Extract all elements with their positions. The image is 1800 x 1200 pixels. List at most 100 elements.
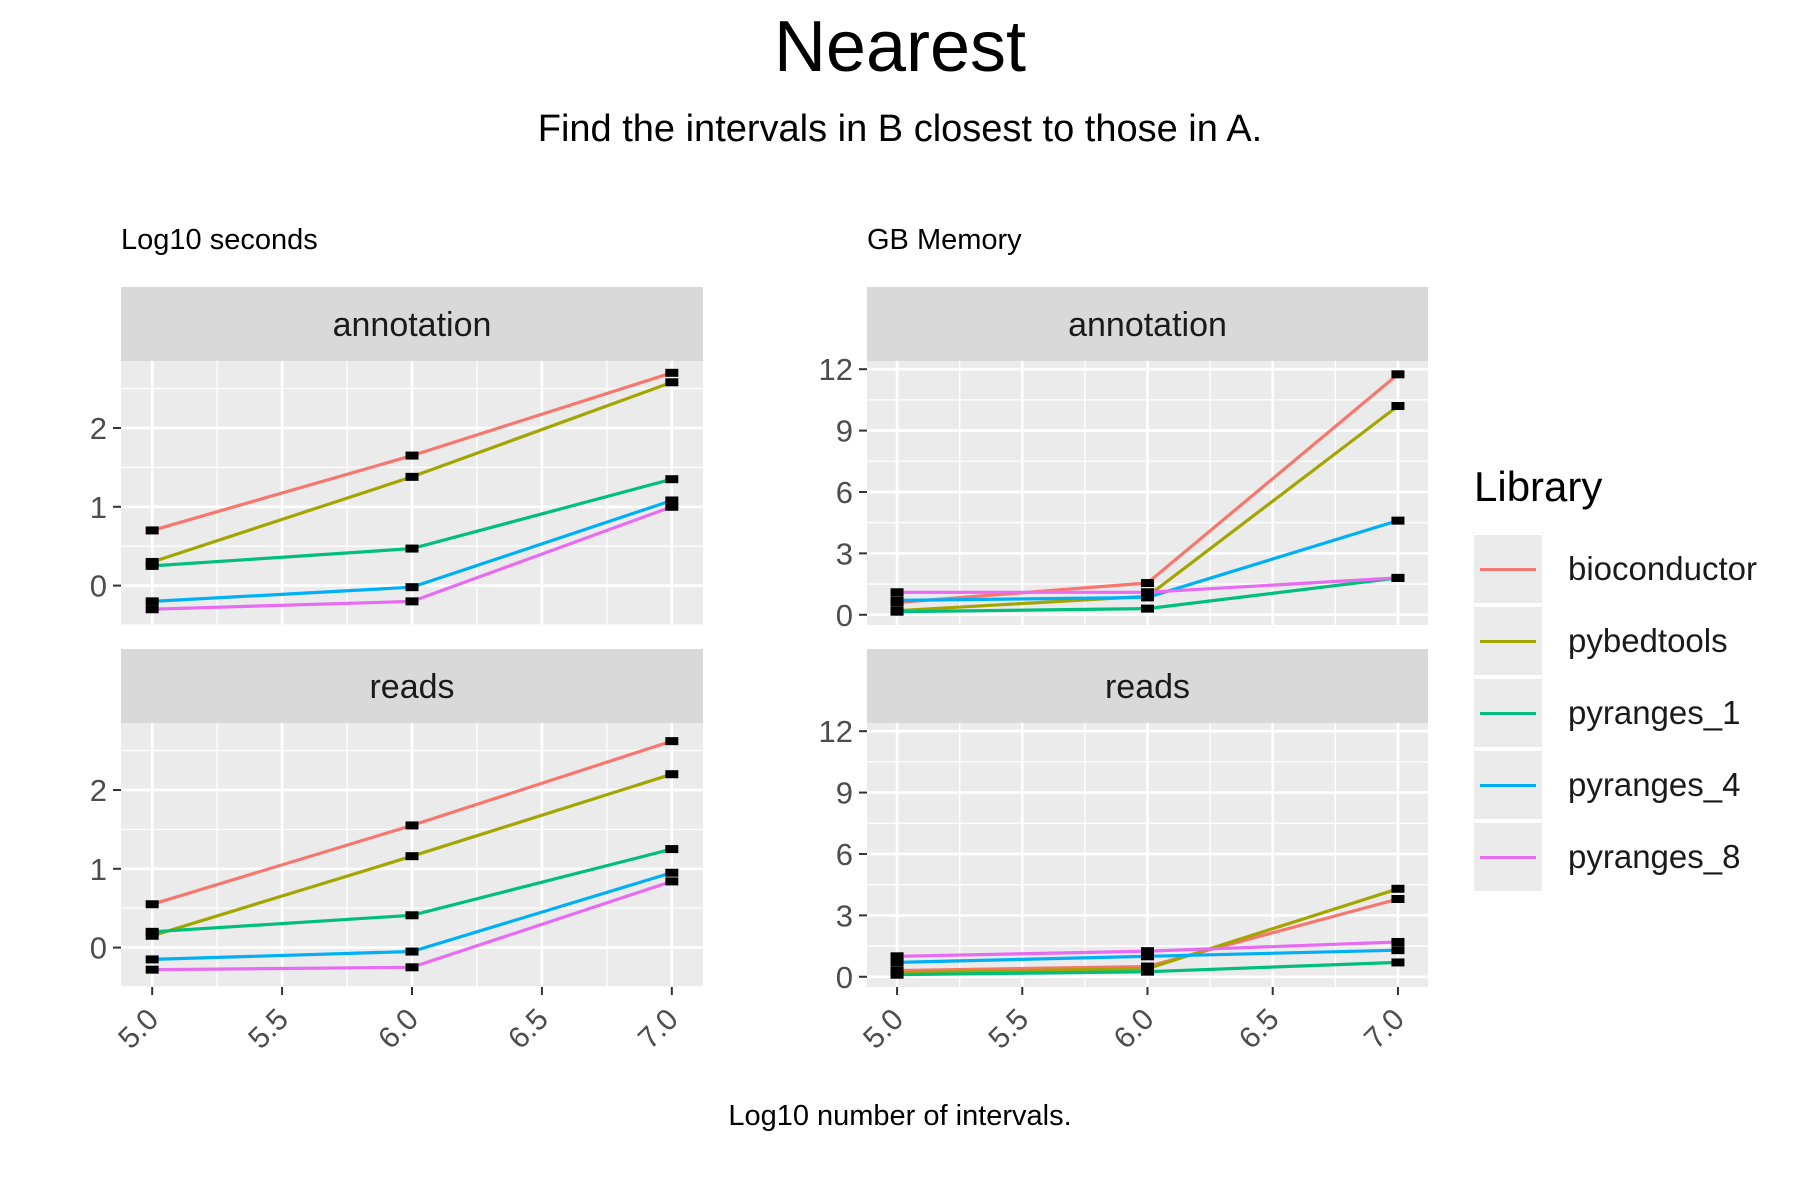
y-tick-label: 2 xyxy=(90,773,107,808)
error-bar-bioconductor xyxy=(1141,579,1154,588)
error-bar-pyranges_8 xyxy=(890,952,904,961)
chart-subtitle: Find the intervals in B closest to those… xyxy=(537,108,1263,150)
y-tick-label: 2 xyxy=(90,411,107,446)
error-bar-pyranges_4 xyxy=(665,496,679,505)
error-bar-pyranges_8 xyxy=(145,605,159,614)
legend-title: Library xyxy=(1474,463,1603,510)
error-bar-pybedtools xyxy=(665,770,679,779)
facet-strip xyxy=(121,287,703,361)
legend-item-bioconductor: bioconductor xyxy=(1474,533,1757,605)
y-tick-label: 6 xyxy=(836,475,853,510)
error-bar-pyranges_8 xyxy=(145,965,159,974)
x-axis-label: Log10 number of intervals. xyxy=(728,1100,1072,1132)
error-bar-pyranges_4 xyxy=(1391,946,1405,955)
error-bar-pyranges_1 xyxy=(890,970,904,979)
error-bar-bioconductor xyxy=(405,821,419,830)
legend-swatch xyxy=(1480,784,1536,787)
legend-label: pyranges_4 xyxy=(1568,766,1741,803)
legend-key xyxy=(1474,679,1542,747)
error-bar-pyranges_1 xyxy=(665,475,679,484)
facet-panel-1: reads 5.0 5.5 6.0 6.5 7.0 0 1 2 xyxy=(90,649,703,1055)
error-bar-pybedtools xyxy=(405,852,419,861)
error-bar-pyranges_1 xyxy=(890,607,904,616)
legend: Library bioconductor pybedtools pyranges… xyxy=(1474,463,1757,893)
error-bar-pyranges_8 xyxy=(1141,588,1154,597)
error-bar-pyranges_4 xyxy=(1141,593,1154,602)
x-tick-label: 7.0 xyxy=(1358,1003,1411,1056)
error-bar-bioconductor xyxy=(405,451,419,460)
error-bar-pyranges_8 xyxy=(405,963,419,972)
legend-item-pyranges-8: pyranges_8 xyxy=(1474,821,1757,893)
facet-panel-0: annotation 0 1 2 xyxy=(90,287,703,626)
error-bar-pyranges_4 xyxy=(665,868,679,877)
x-tick-label: 7.0 xyxy=(632,1003,685,1056)
error-bar-bioconductor xyxy=(145,900,159,909)
legend-swatch xyxy=(1480,640,1536,643)
y-tick-label: 3 xyxy=(836,536,853,571)
legend-item-pybedtools: pybedtools xyxy=(1474,605,1757,677)
facet-panel-3: reads 5.0 5.5 6.0 6.5 7.0 0 3 6 9 12 xyxy=(819,649,1428,1055)
legend-label: bioconductor xyxy=(1568,550,1757,587)
facet-strip-label: annotation xyxy=(1068,306,1227,344)
facet-strip-label: reads xyxy=(369,668,454,706)
error-bar-pyranges_8 xyxy=(665,877,679,886)
error-bar-pybedtools xyxy=(1391,402,1405,411)
legend-key xyxy=(1474,823,1542,891)
y-tick-label: 6 xyxy=(836,837,853,872)
x-tick-label: 6.5 xyxy=(502,1003,555,1056)
error-bar-pyranges_1 xyxy=(145,561,159,570)
error-bar-pyranges_4 xyxy=(145,597,159,606)
legend-label: pyranges_1 xyxy=(1568,694,1741,731)
error-bar-pybedtools xyxy=(1391,884,1405,893)
x-tick-label: 6.0 xyxy=(372,1003,425,1056)
legend-key xyxy=(1474,607,1542,675)
error-bar-pyranges_8 xyxy=(1141,947,1154,956)
legend-key xyxy=(1474,535,1542,603)
error-bar-pyranges_1 xyxy=(665,845,679,854)
error-bar-pyranges_4 xyxy=(890,958,904,967)
legend-swatch xyxy=(1480,712,1536,715)
error-bar-bioconductor xyxy=(1391,370,1405,379)
y-tick-label: 0 xyxy=(90,931,107,966)
error-bar-pyranges_1 xyxy=(1141,604,1154,613)
y-tick-label: 9 xyxy=(836,414,853,449)
y-tick-label: 0 xyxy=(836,960,853,995)
left-panel-caption: Log10 seconds xyxy=(121,224,318,256)
facet-strip-label: annotation xyxy=(333,306,492,344)
error-bar-pyranges_8 xyxy=(1391,573,1405,582)
error-bar-pyranges_8 xyxy=(405,597,419,606)
y-tick-label: 3 xyxy=(836,898,853,933)
error-bar-pyranges_1 xyxy=(1141,967,1154,976)
error-bar-pyranges_1 xyxy=(405,911,419,920)
error-bar-bioconductor xyxy=(665,368,679,377)
error-bar-pyranges_4 xyxy=(890,596,904,605)
error-bar-pyranges_4 xyxy=(405,583,419,592)
y-tick-label: 12 xyxy=(819,714,853,749)
error-bar-pyranges_8 xyxy=(665,502,679,511)
y-tick-label: 1 xyxy=(90,852,107,887)
facet-strip xyxy=(867,649,1428,723)
error-bar-pyranges_8 xyxy=(890,588,904,597)
legend-swatch xyxy=(1480,568,1536,571)
error-bar-pybedtools xyxy=(405,472,419,481)
legend-swatch xyxy=(1480,856,1536,859)
error-bar-bioconductor xyxy=(1391,895,1405,903)
error-bar-bioconductor xyxy=(665,737,679,746)
x-tick-label: 5.5 xyxy=(242,1003,295,1056)
facet-strip-label: reads xyxy=(1105,668,1190,706)
legend-item-pyranges-1: pyranges_1 xyxy=(1474,677,1757,749)
error-bar-pyranges_1 xyxy=(1391,958,1405,967)
facet-strip xyxy=(121,649,703,723)
error-bar-pybedtools xyxy=(665,378,679,387)
x-tick-label: 5.0 xyxy=(112,1003,165,1056)
y-tick-label: 9 xyxy=(836,776,853,811)
error-bar-bioconductor xyxy=(145,526,159,535)
x-tick-label: 6.0 xyxy=(1108,1003,1161,1056)
error-bar-pyranges_8 xyxy=(1391,937,1405,946)
x-tick-label: 5.5 xyxy=(982,1003,1035,1056)
error-bar-pyranges_4 xyxy=(1391,516,1405,525)
x-tick-label: 5.0 xyxy=(857,1003,910,1056)
error-bar-pyranges_4 xyxy=(405,947,419,956)
legend-item-pyranges-4: pyranges_4 xyxy=(1474,749,1757,821)
